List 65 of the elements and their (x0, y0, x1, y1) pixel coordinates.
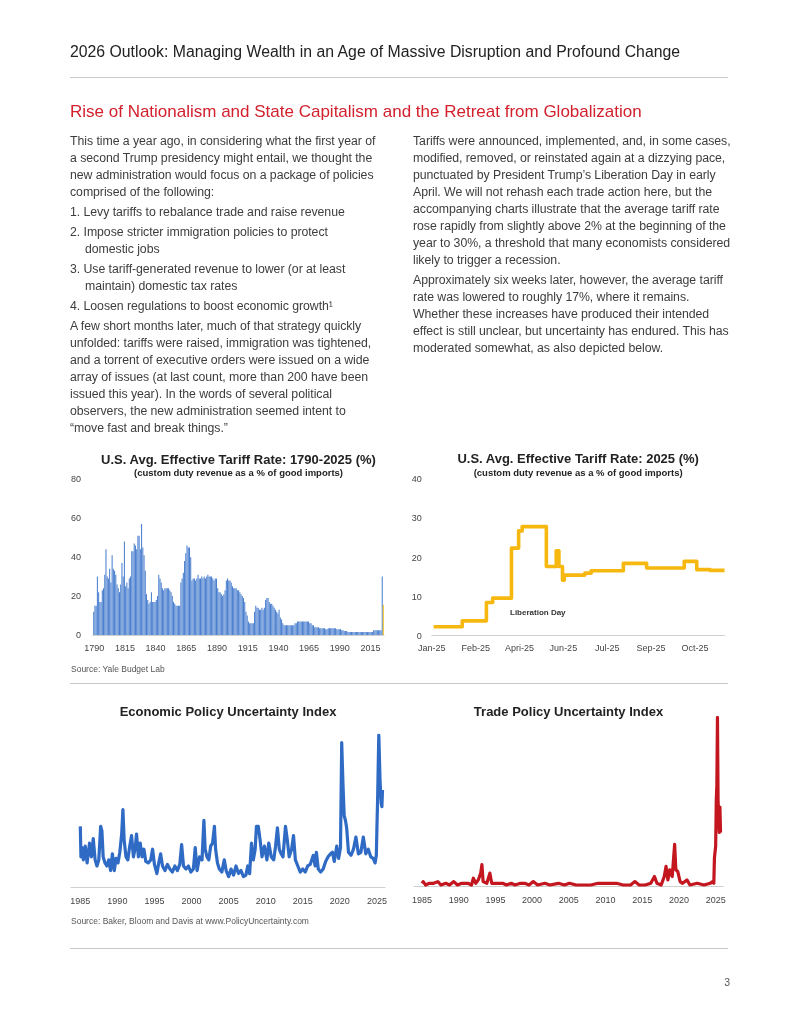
y-tick-label: 20 (70, 591, 81, 602)
x-tick-label: 1840 (145, 642, 166, 653)
text: Approximately six weeks later, however, the average tariff rate was lowered to roughly 17%, where it remains. Whether these increases have produced their intended effect is still unclear, but uncertainty has endured. This has moderated somewhat, as also depicted below. (413, 272, 730, 357)
x-tick-label: 1990 (329, 642, 350, 653)
x-tick-label: Apri-25 (505, 643, 535, 654)
source-note: Source: Yale Budget Lab (71, 664, 165, 674)
text: 1. Levy tariffs to rebalance trade and raise revenue (70, 204, 346, 221)
x-tick-label: 1915 (237, 642, 258, 653)
source-note: Source: Baker, Bloom and Davis at www.PolicyUncertainty.com (71, 916, 309, 926)
y-tick-label: 0 (416, 630, 422, 641)
y-tick-label: 30 (411, 513, 422, 524)
x-tick-label: 1890 (207, 642, 228, 653)
x-tick-label: 1940 (268, 642, 289, 653)
x-tick-label: 2010 (595, 895, 616, 906)
y-tick-label: 80 (70, 474, 81, 485)
x-tick-label: Jan-25 (418, 643, 446, 654)
x-tick-label: 1995 (144, 895, 165, 906)
y-tick-label: 20 (411, 552, 422, 563)
x-tick-label: 2020 (668, 895, 689, 906)
chart-subtitle: (custom duty revenue as a % of good imports) (133, 466, 344, 478)
x-tick-label: 1985 (411, 895, 432, 906)
x-tick-label: 1965 (299, 642, 320, 653)
x-tick-label: 2025 (705, 895, 726, 906)
text: Rise of Nationalism and State Capitalism and the Retreat from Globalization (70, 102, 642, 122)
x-tick-label: Jun-25 (549, 643, 578, 654)
y-tick-label: 60 (70, 513, 81, 524)
text: Tariffs were announced, implemented, and, in some cases, modified, removed, or reinstated again at a dizzying pace, punctuated by President Trump’s Liberation Day in early April. We will not rehash each trade action here, but the accompanying charts illustrate that the average tariff rate rose rapidly from slightly above 2% at the beginning of the year to 30%, a threshold that many economists considered likely to trigger a recession. (413, 133, 732, 269)
chart-subtitle: (custom duty revenue as a % of good imports) (473, 466, 683, 478)
text: This time a year ago, in considering what the first year of a second Trump presidency might entail, we thought the new administration would focus on a package of policies comprised of the following: (70, 133, 377, 201)
x-tick-label: 2010 (255, 895, 276, 906)
x-tick-label: 2015 (632, 895, 653, 906)
x-tick-label: 1790 (84, 642, 105, 653)
x-tick-label: 2000 (522, 895, 543, 906)
chart-title: U.S. Avg. Effective Tariff Rate: 1790-2025 (%) (101, 451, 376, 467)
annotation: Liberation Day (510, 607, 567, 617)
y-tick-label: 40 (411, 474, 422, 485)
chart-title: Economic Policy Uncertainty Index (119, 704, 338, 720)
x-tick-label: 2015 (292, 895, 313, 906)
text: 3 (724, 976, 730, 988)
x-tick-label: 2005 (218, 895, 239, 906)
x-tick-label: 2005 (558, 895, 579, 906)
x-tick-label: 1985 (70, 895, 91, 906)
chart-title: U.S. Avg. Effective Tariff Rate: 2025 (%) (457, 450, 699, 466)
x-tick-label: Oct-25 (681, 643, 709, 654)
text: A few short months later, much of that strategy quickly unfolded: tariffs were raised, immigration was tightened, and a torrent of executive orders were issued on a wide array of issues (at last count, more than 200 have been issued this year). In the words of several political observers, the new administration seemed intent to “move fast and break things.” (70, 318, 373, 437)
text: 2026 Outlook: Managing Wealth in an Age of Massive Disruption and Profound Change (70, 42, 681, 62)
text: 3. Use tariff-generated revenue to lower (or at least maintain) domestic tax rates (70, 261, 347, 295)
x-tick-label: Jul-25 (594, 643, 620, 654)
x-tick-label: Sep-25 (636, 643, 666, 654)
y-tick-label: 0 (75, 630, 81, 640)
text: 2. Impose stricter immigration policies to protect domestic jobs (70, 224, 329, 258)
x-tick-label: 1865 (176, 642, 197, 653)
x-tick-label: 2015 (360, 642, 381, 653)
text: 4. Loosen regulations to boost economic growth¹ (70, 298, 334, 315)
x-tick-label: 1815 (114, 642, 135, 653)
x-tick-label: 2025 (366, 895, 387, 906)
y-tick-label: 10 (411, 591, 422, 602)
x-tick-label: Feb-25 (461, 643, 490, 654)
y-tick-label: 40 (70, 552, 81, 563)
x-tick-label: 2020 (329, 895, 350, 906)
x-tick-label: 1990 (448, 895, 469, 906)
x-tick-label: 1990 (107, 895, 128, 906)
x-tick-label: 1995 (485, 895, 506, 906)
chart-title: Trade Policy Uncertainty Index (473, 704, 664, 720)
x-tick-label: 2000 (181, 895, 202, 906)
